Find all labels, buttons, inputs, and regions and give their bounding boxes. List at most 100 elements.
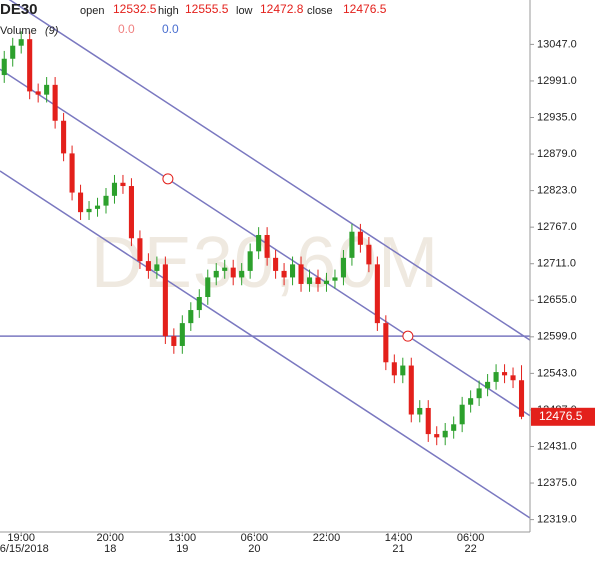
candle-body (400, 365, 406, 376)
x-tick-sublabel: 22 (465, 543, 477, 555)
candle-body (374, 264, 380, 324)
candle-body (162, 264, 168, 337)
x-tick-label: 22:00 (313, 532, 341, 544)
x-tick-sublabel: 06/15/2018 (0, 543, 49, 555)
candle-body (111, 182, 118, 196)
header-value: 12555.5 (185, 2, 229, 16)
candle-body (366, 244, 372, 265)
candle-body (239, 270, 245, 278)
candle-body (213, 270, 219, 278)
price-tag-label: 12476.5 (539, 409, 583, 423)
candle-body (306, 277, 313, 284)
candle-body (52, 84, 58, 121)
header-label: open (80, 5, 104, 17)
candle-body (196, 297, 202, 311)
candle-body (468, 398, 474, 405)
candle-body (485, 381, 491, 389)
candle-body (518, 380, 525, 417)
x-tick-label: 13:00 (169, 532, 197, 544)
candle-body (264, 234, 270, 258)
candle-body (349, 231, 355, 258)
candle-body (408, 365, 414, 415)
candle-body (493, 372, 499, 382)
candle-body (425, 407, 431, 435)
candle-body (69, 153, 75, 193)
candle-body (323, 280, 330, 284)
volume-value: 0.0 (118, 22, 135, 36)
y-tick-label: 12543.0 (537, 367, 577, 379)
y-tick-label: 12431.0 (537, 440, 577, 452)
candle-body (145, 261, 151, 271)
candle-body (434, 434, 440, 438)
y-tick-label: 12991.0 (537, 75, 577, 87)
volume-param: (9) (45, 25, 59, 37)
header-value: 12476.5 (343, 2, 387, 16)
candle-body (103, 195, 109, 206)
marker (402, 330, 414, 342)
candle-body (86, 208, 92, 213)
candle-body (128, 186, 134, 239)
candle-body (154, 264, 160, 271)
candle-body (230, 267, 236, 278)
candle-body (442, 430, 448, 438)
candle-body (35, 91, 41, 95)
candle-body (78, 192, 84, 213)
candle-body (137, 238, 143, 262)
y-tick-label: 12935.0 (537, 111, 577, 123)
y-tick-label: 12879.0 (537, 148, 577, 160)
plot: DE30,60M (0, 0, 530, 519)
x-tick-sublabel: 20 (248, 543, 260, 555)
candle-body (273, 257, 279, 271)
y-tick-label: 12599.0 (537, 331, 577, 343)
y-tick-label: 12319.0 (537, 514, 577, 526)
volume-value: 0.0 (162, 22, 179, 36)
x-tick-sublabel: 21 (392, 543, 404, 555)
header-label: close (307, 5, 333, 17)
candle-body (281, 270, 287, 278)
candle-body (120, 182, 126, 187)
candle-body (502, 372, 508, 376)
candle-body (188, 310, 194, 324)
marker (162, 173, 174, 185)
volume-label: Volume (0, 25, 37, 37)
y-tick-label: 12655.0 (537, 294, 577, 306)
y-tick-label: 13047.0 (537, 38, 577, 50)
candle-body (459, 404, 465, 425)
trendline (8, 0, 530, 341)
candle-body (171, 336, 177, 346)
candle-body (510, 375, 516, 381)
candle-body (391, 362, 397, 376)
candle-body (27, 39, 33, 92)
candle-body (417, 407, 423, 415)
candle-body (179, 323, 185, 346)
x-tick-sublabel: 18 (104, 543, 116, 555)
price-tag (531, 407, 595, 426)
header-label: high (158, 5, 179, 17)
candle-body (10, 45, 16, 59)
candle-body (1, 58, 7, 76)
header-value: 12532.5 (113, 2, 157, 16)
candle-body (383, 323, 389, 363)
candle-body (256, 234, 262, 252)
candle-body (332, 277, 338, 281)
x-tick-sublabel: 19 (176, 543, 188, 555)
candle-body (290, 264, 296, 278)
candle-body (315, 277, 321, 284)
x-tick-label: 19:00 (7, 532, 35, 544)
header-label: low (236, 5, 253, 17)
candle-body (18, 39, 24, 46)
candle-body (357, 231, 363, 245)
candle-body (205, 277, 211, 298)
candle-body (247, 251, 253, 271)
candle-body (298, 264, 304, 284)
y-tick-label: 12711.0 (537, 258, 576, 270)
y-tick-label: 12375.0 (537, 477, 577, 489)
x-tick-label: 06:00 (457, 532, 485, 544)
y-tick-label: 12823.0 (537, 185, 577, 197)
candle-body (94, 205, 101, 209)
x-tick-label: 06:00 (241, 532, 269, 544)
trendline (0, 170, 530, 519)
candle-body (222, 267, 228, 271)
